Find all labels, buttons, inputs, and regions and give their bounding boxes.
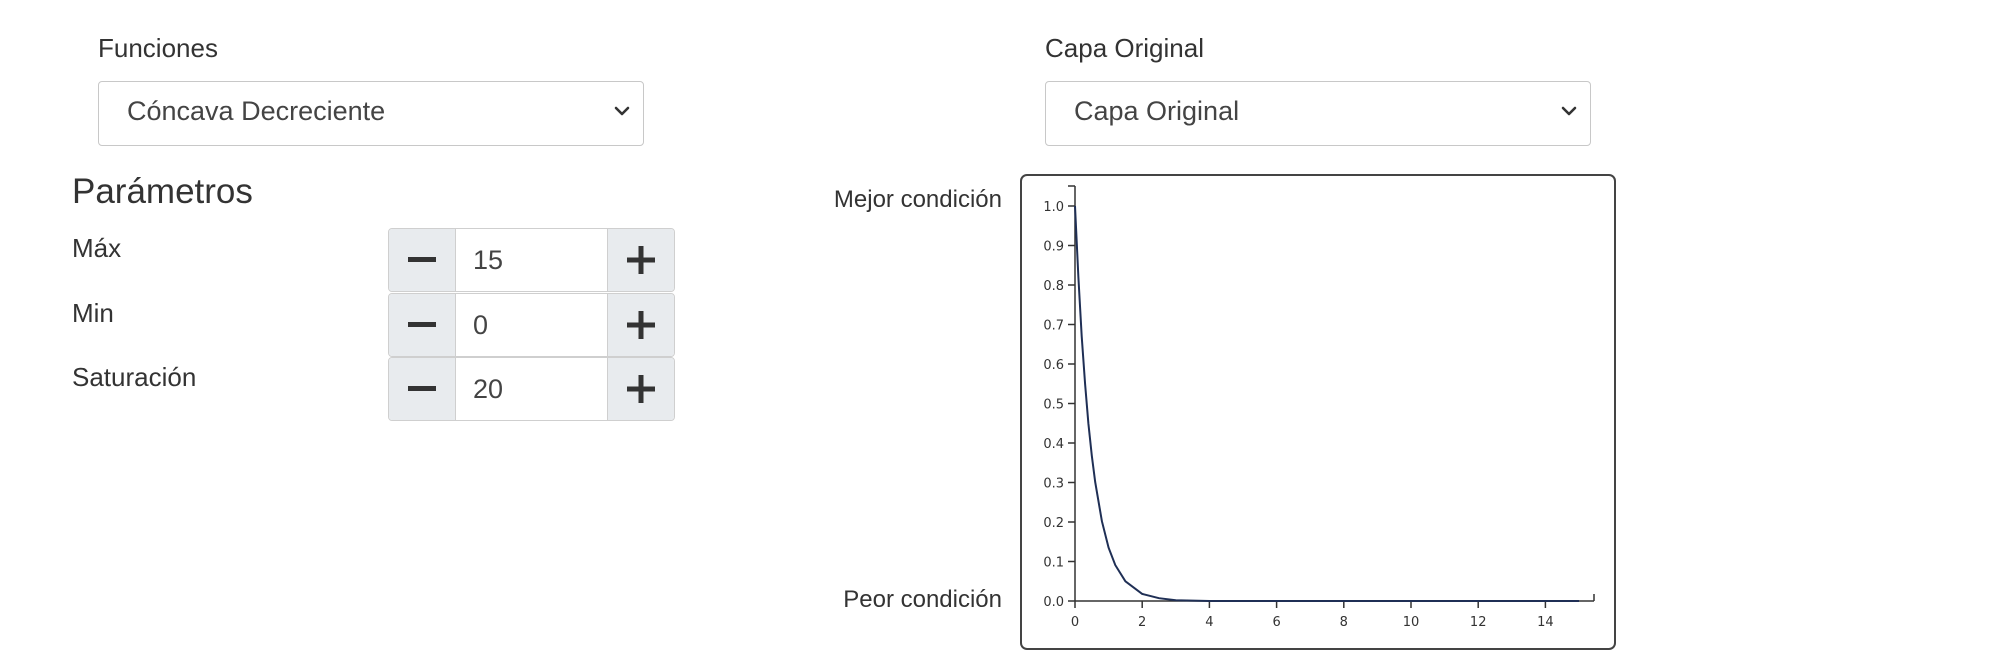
decrement-button[interactable] (389, 294, 456, 356)
layer-select[interactable]: Capa Original (1045, 81, 1591, 146)
x-tick-label: 0 (1071, 615, 1079, 630)
function-chart-plot: 0.0 0.1 0.2 0.3 0.4 0.5 0.6 0.7 0.8 0.9 1.0 0 2 4 6 8 10… (1043, 185, 1595, 630)
x-tick-label: 6 (1272, 615, 1280, 630)
param-label-max: Máx (72, 233, 122, 263)
best-condition-label: Mejor condición (833, 186, 1002, 213)
minus-icon (408, 386, 436, 391)
x-tick-label: 12 (1470, 615, 1487, 630)
plus-icon (627, 375, 655, 403)
y-tick-label: 0.7 (1043, 319, 1064, 334)
chevron-down-icon (1561, 106, 1577, 116)
layer-select-value: Capa Original (1074, 96, 1240, 126)
increment-button[interactable] (607, 358, 674, 420)
decrement-button[interactable] (389, 358, 456, 420)
y-tick-label: 0.0 (1043, 595, 1064, 610)
y-tick-label: 0.8 (1043, 279, 1064, 294)
functions-select-value: Cóncava Decreciente (127, 96, 386, 126)
layer-label: Capa Original (1045, 33, 1204, 63)
y-tick-label: 1.0 (1043, 200, 1064, 215)
params-title: Parámetros (72, 172, 253, 211)
chart-series-line (1074, 205, 1579, 602)
decrement-button[interactable] (389, 229, 456, 291)
y-tick-label: 0.4 (1043, 437, 1064, 452)
y-tick-label: 0.1 (1043, 556, 1064, 571)
saturation-value[interactable]: 20 (473, 374, 504, 404)
saturation-stepper[interactable]: 20 (388, 357, 675, 421)
x-tick-label: 4 (1205, 615, 1213, 630)
increment-button[interactable] (607, 229, 674, 291)
y-tick-label: 0.5 (1043, 398, 1064, 413)
worst-condition-label: Peor condición (843, 586, 1002, 613)
y-tick-label: 0.2 (1043, 516, 1064, 531)
param-label-min: Min (72, 298, 114, 328)
chevron-down-icon (614, 106, 630, 116)
min-value[interactable]: 0 (473, 310, 489, 340)
plus-icon (627, 246, 655, 274)
function-chart: 0.0 0.1 0.2 0.3 0.4 0.5 0.6 0.7 0.8 0.9 1.0 0 2 4 6 8 10… (1020, 174, 1616, 650)
param-label-saturation: Saturación (72, 362, 197, 392)
plus-icon (627, 311, 655, 339)
x-tick-label: 10 (1403, 615, 1420, 630)
x-tick-label: 2 (1138, 615, 1146, 630)
increment-button[interactable] (607, 294, 674, 356)
max-value[interactable]: 15 (473, 245, 504, 275)
y-tick-label: 0.6 (1043, 358, 1064, 373)
max-stepper[interactable]: 15 (388, 228, 675, 292)
minus-icon (408, 257, 436, 262)
min-stepper[interactable]: 0 (388, 293, 675, 357)
functions-select[interactable]: Cóncava Decreciente (98, 81, 644, 146)
x-tick-label: 14 (1537, 615, 1554, 630)
functions-label: Funciones (98, 33, 218, 63)
y-tick-label: 0.9 (1043, 240, 1064, 255)
y-tick-label: 0.3 (1043, 477, 1064, 492)
x-tick-label: 8 (1340, 615, 1348, 630)
minus-icon (408, 322, 436, 327)
